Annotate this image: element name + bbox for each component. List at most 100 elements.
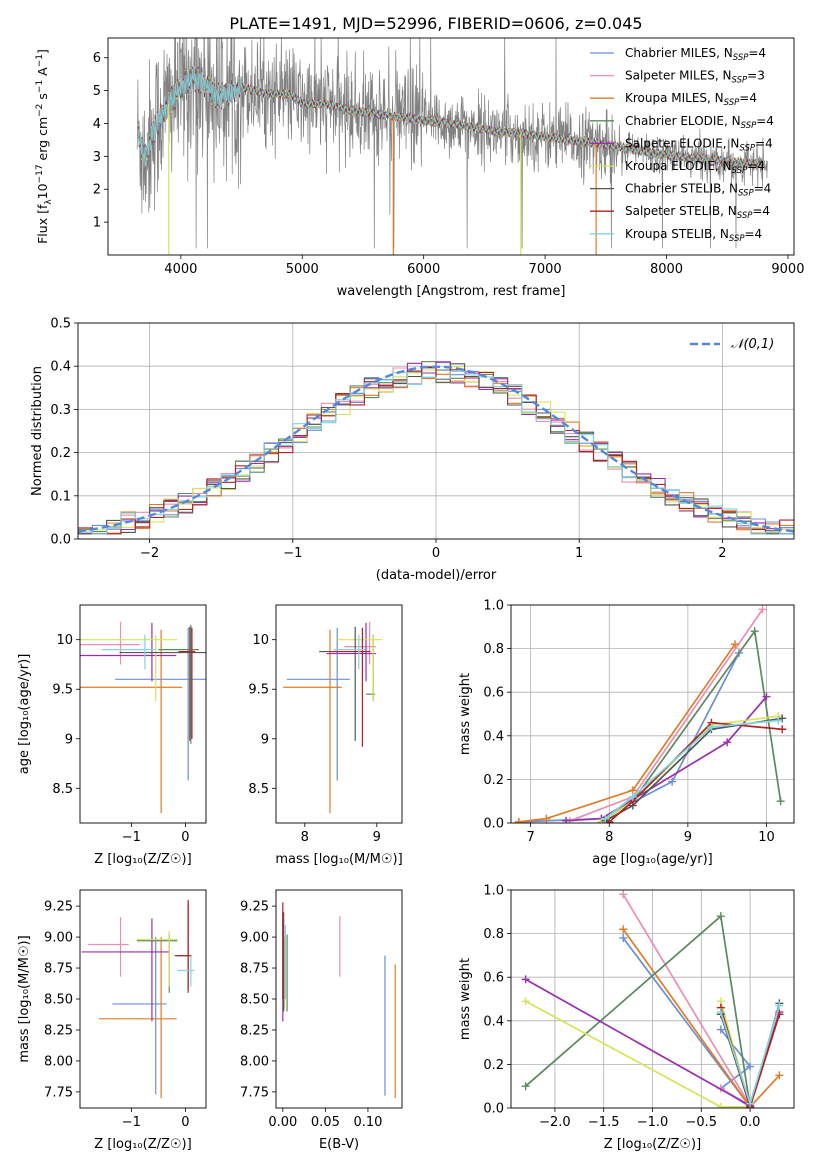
series-salpeter-miles: [622, 893, 751, 1107]
x-tick-label: −2.0: [539, 1115, 571, 1130]
point-chabrier-elodie: [750, 627, 759, 636]
series-kroupa-elodie: [525, 1000, 752, 1108]
plot-area: [78, 361, 794, 535]
point-kroupa-stelib: [601, 814, 610, 823]
x-tick-label: 9: [373, 830, 381, 845]
x-tick-label: 0.00: [268, 1115, 297, 1130]
y-label-part: s: [35, 93, 50, 104]
y-tick-label: 0.6: [483, 686, 504, 701]
axes-frame: [79, 889, 207, 1109]
point-salpeter-elodie: [562, 816, 571, 823]
point-kroupa-stelib: [707, 723, 716, 732]
x-tick-label: 7: [527, 830, 535, 845]
y-tick-label: 0.3: [50, 403, 71, 418]
y-tick-label: 9.25: [44, 900, 73, 915]
point-kroupa-miles: [775, 1071, 784, 1080]
legend-subscript: SSP: [732, 76, 748, 86]
legend-text: Chabrier STELIB, N: [625, 182, 738, 196]
y-tick-label: 8.25: [44, 1023, 73, 1038]
histogram-kroupa-stelib: [78, 370, 794, 535]
x-tick-label: 5000: [286, 262, 319, 277]
x-axis-label: E(B-V): [319, 1137, 359, 1152]
y-tick-label: 9.25: [240, 900, 269, 915]
legend-subscript: SSP: [737, 211, 753, 221]
legend-suffix: =3: [747, 69, 765, 83]
legend-label: Salpeter MILES, NSSP=3: [625, 69, 765, 86]
axes-frame: [79, 604, 207, 824]
y-tick-label: 0.2: [50, 446, 71, 461]
y-axis-label: age [log₁₀(age/yr)]: [17, 654, 32, 775]
legend-suffix: =4: [756, 114, 774, 128]
y-tick-label: 5: [93, 84, 101, 99]
y-tick-label: 8.00: [240, 1054, 269, 1069]
series-chabrier-miles: [518, 652, 740, 823]
x-tick-label: 7000: [529, 262, 562, 277]
y-tick-label: 7.75: [44, 1085, 73, 1100]
x-tick-label: 0.05: [311, 1115, 340, 1130]
point-chabrier-elodie: [521, 1082, 530, 1091]
plot-area: [81, 899, 195, 1099]
point-kroupa-elodie: [716, 1102, 725, 1108]
legend-suffix: =4: [745, 227, 763, 241]
y-tick-label: 0.0: [50, 533, 71, 548]
x-axis-label: Z [log₁₀(Z/Z☉)]: [94, 852, 191, 867]
x-tick-label: 8: [301, 830, 309, 845]
x-tick-label: −1.5: [588, 1115, 620, 1130]
x-tick-label: 0.10: [353, 1115, 382, 1130]
y-tick-label: 3: [93, 150, 101, 165]
y-label-part: −2: [35, 104, 45, 117]
legend-suffix: =4: [755, 136, 773, 150]
y-tick-label: 9.5: [52, 683, 73, 698]
plot-area: [283, 621, 383, 814]
legend-text: Salpeter MILES, N: [625, 69, 732, 83]
legend-label: Chabrier STELIB, NSSP=4: [625, 182, 771, 199]
axes-frame: [510, 889, 795, 1109]
y-axis-label: mass weight: [458, 958, 473, 1040]
legend-subscript: SSP: [738, 189, 754, 199]
legend-text: Kroupa MILES, N: [625, 91, 724, 105]
y-tick-label: 9.00: [240, 931, 269, 946]
legend-label: 𝒩(0,1): [731, 337, 774, 352]
y-tick-label: 0.2: [483, 1058, 504, 1073]
legend-suffix: =4: [748, 46, 766, 60]
point-kroupa-stelib: [716, 1008, 725, 1017]
point-kroupa-stelib: [775, 1001, 784, 1010]
y-tick-label: 8.50: [44, 993, 73, 1008]
legend-label: Kroupa ELODIE, NSSP=4: [625, 159, 765, 176]
y-tick-label: 8.75: [240, 962, 269, 977]
y-label-part: −17: [35, 164, 45, 183]
legend-text: Salpeter STELIB, N: [625, 204, 737, 218]
legend-text: Kroupa ELODIE, N: [625, 159, 732, 173]
point-salpeter-miles: [758, 605, 767, 614]
point-kroupa-miles: [731, 640, 740, 649]
x-tick-label: 9000: [771, 262, 804, 277]
y-tick-label: 8.5: [52, 782, 73, 797]
y-tick-label: 0.5: [50, 317, 71, 332]
x-tick-label: 6000: [407, 262, 440, 277]
y-label-part: λ: [44, 199, 54, 205]
legend-suffix: =4: [754, 182, 772, 196]
axes-frame: [510, 604, 795, 824]
y-tick-label: 8.50: [240, 993, 269, 1008]
point-kroupa-miles: [619, 925, 628, 934]
y-axis-label: Normed distribution: [30, 366, 45, 496]
x-tick-label: 10: [758, 830, 775, 845]
model-spectrum-kroupa-stelib: [137, 65, 764, 170]
point-salpeter-stelib: [778, 725, 787, 734]
axes-frame: [275, 604, 403, 824]
y-label-part: A: [35, 67, 50, 80]
y-label-part: −1: [35, 54, 45, 67]
legend-label: Kroupa STELIB, NSSP=4: [625, 227, 762, 244]
y-tick-label: 6: [93, 51, 101, 66]
y-tick-label: 4: [93, 117, 101, 132]
legend-suffix: =4: [739, 91, 757, 105]
y-tick-label: 8.5: [248, 782, 269, 797]
point-chabrier-miles: [668, 777, 677, 786]
x-tick-label: −1: [283, 546, 302, 561]
y-tick-label: 2: [93, 183, 101, 198]
x-tick-label: −0.5: [686, 1115, 718, 1130]
panel-massweight_vs_Z: −2.0 −1.5 −1.0 −0.5 0.0 0.0 0.2 0.4 0.6 0.8 1.0 Z […: [458, 884, 795, 1152]
y-tick-label: 0.4: [483, 1014, 504, 1029]
